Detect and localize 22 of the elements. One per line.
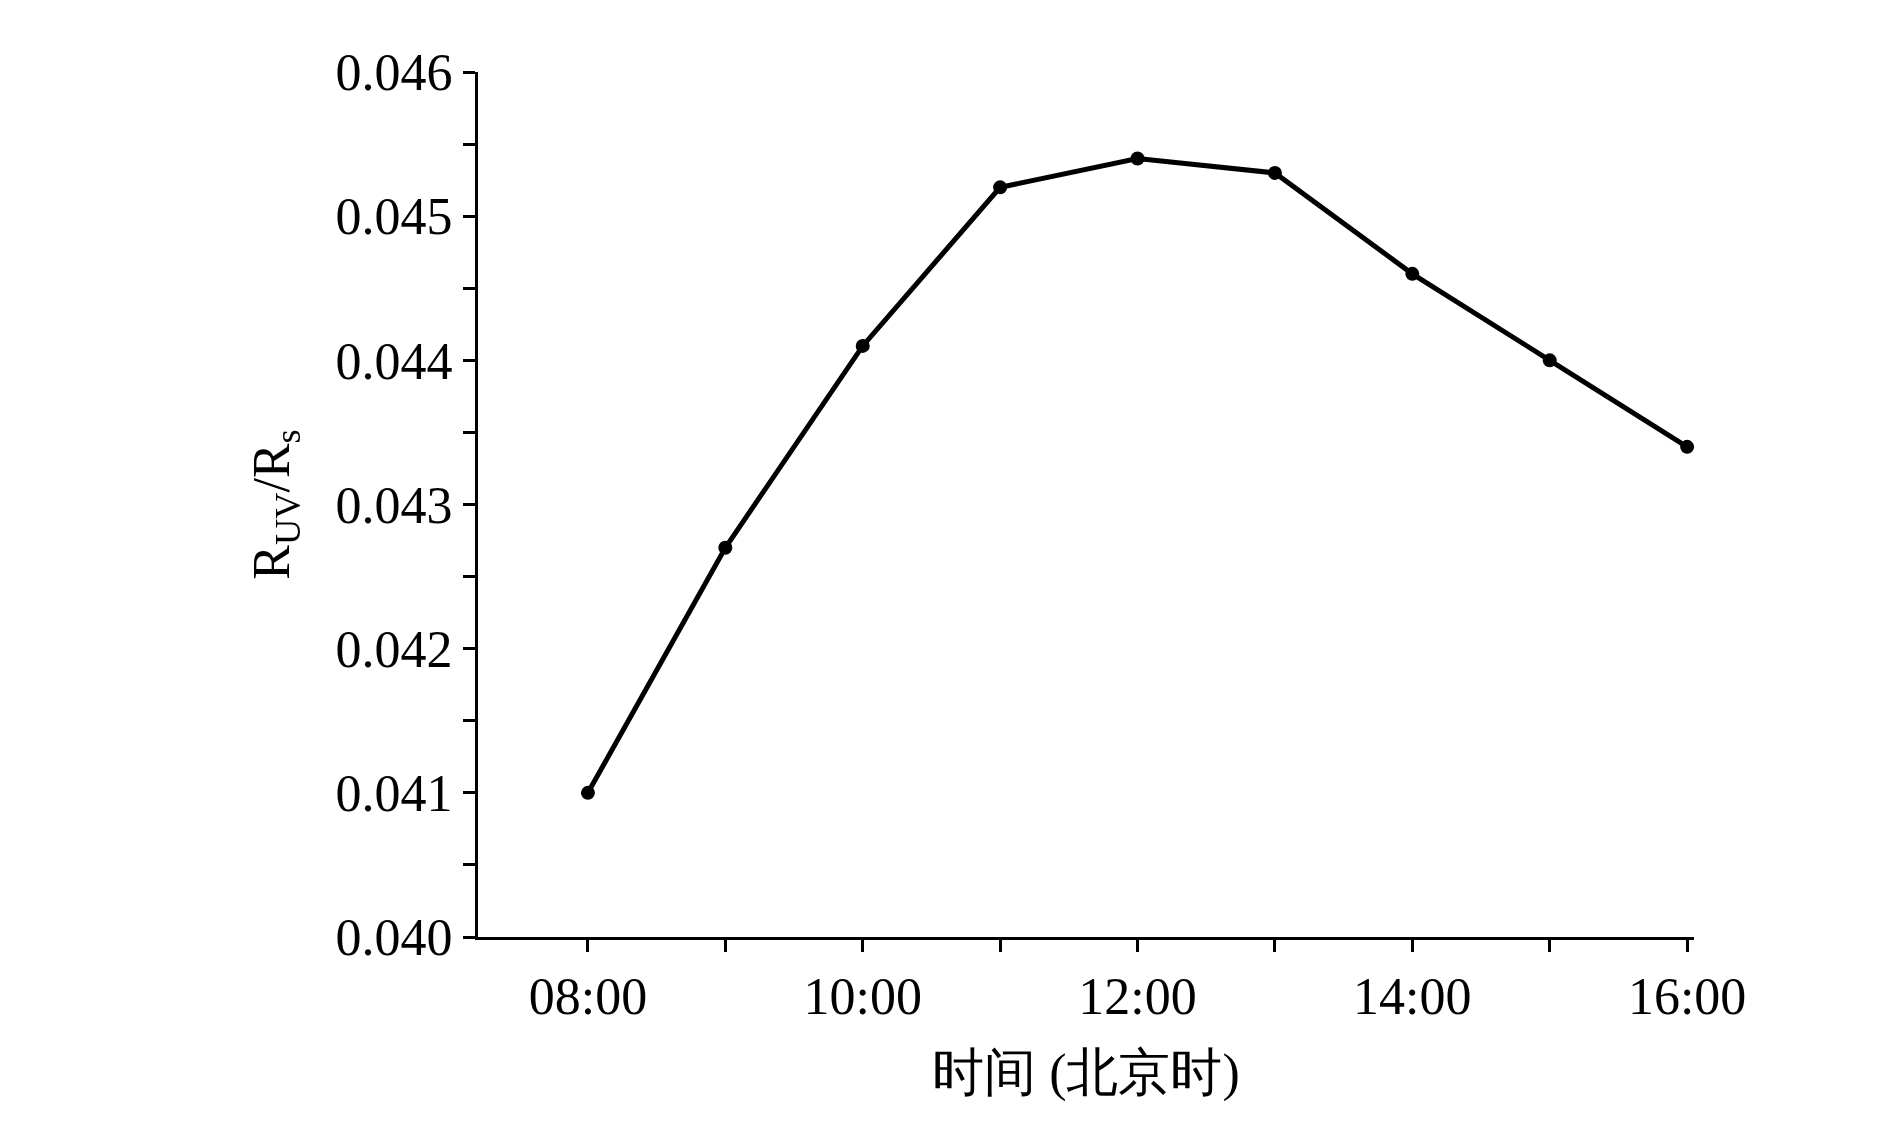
x-tick-label: 10:00	[803, 968, 922, 1026]
point	[1130, 151, 1145, 166]
x-axis-title: 时间 (北京时)	[932, 1044, 1240, 1103]
y-tick-label: 0.043	[335, 476, 453, 534]
point	[1680, 439, 1695, 454]
y-tick-label: 0.042	[335, 620, 453, 678]
x-tick-label: 14:00	[1353, 968, 1472, 1026]
point	[1405, 266, 1420, 281]
point	[855, 338, 870, 353]
x-tick-label: 12:00	[1078, 968, 1197, 1026]
x-tick-label: 16:00	[1627, 968, 1747, 1026]
point	[580, 785, 595, 800]
y-tick-label: 0.044	[335, 332, 453, 390]
y-tick-label: 0.040	[335, 909, 453, 967]
point	[993, 180, 1008, 195]
point	[1542, 353, 1557, 368]
point	[718, 540, 733, 555]
y-tick-label: 0.045	[335, 188, 453, 246]
x-tick-label: 08:00	[528, 968, 648, 1026]
y-tick-label: 0.041	[335, 765, 453, 823]
y-tick-label: 0.046	[335, 44, 453, 102]
point	[1267, 165, 1282, 180]
